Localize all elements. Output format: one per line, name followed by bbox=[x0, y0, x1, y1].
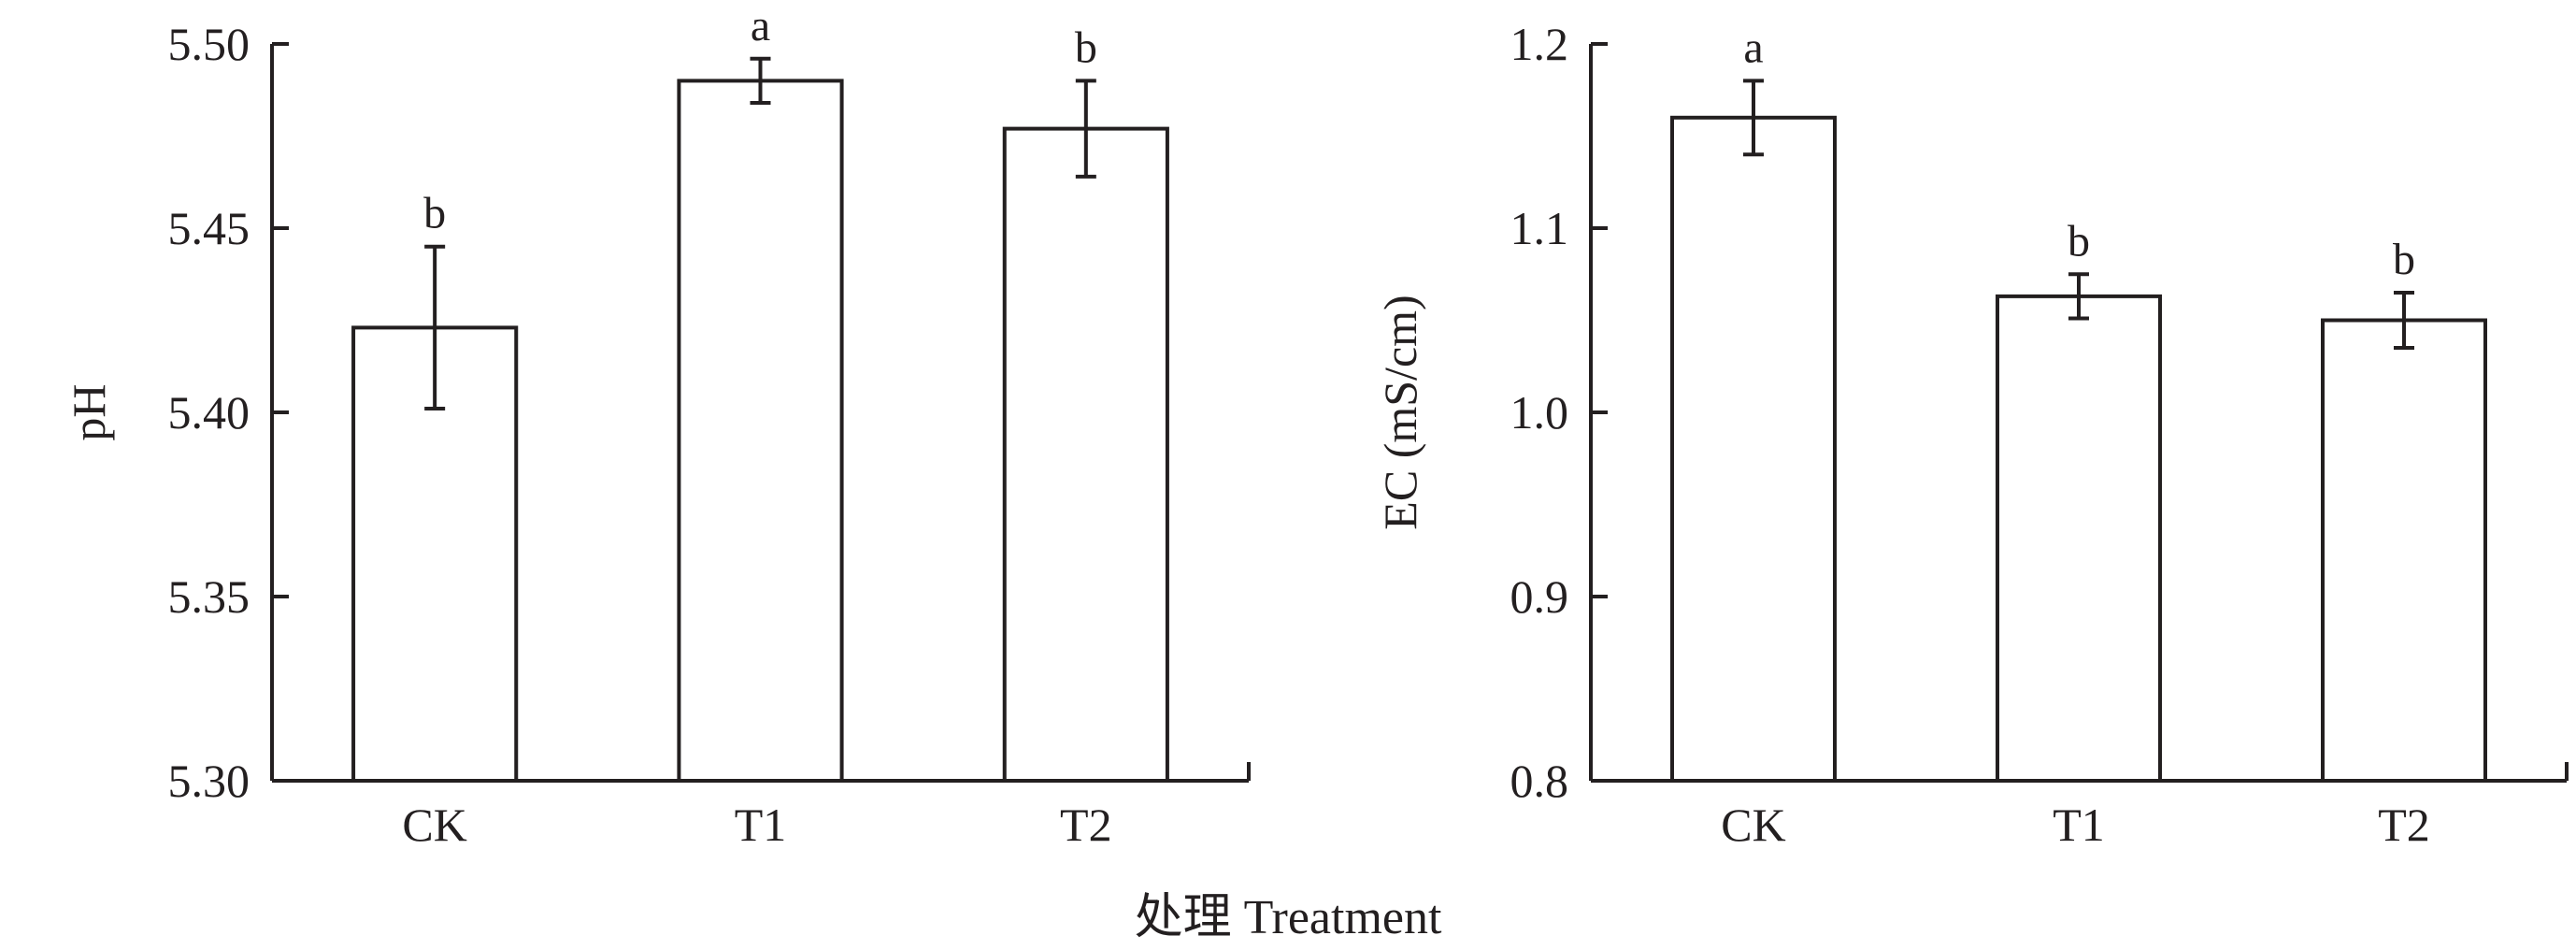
ec-y-tick-label: 0.8 bbox=[1510, 755, 1569, 807]
ph-y-tick-label: 5.35 bbox=[168, 570, 250, 623]
ph-bar-t2 bbox=[1002, 126, 1169, 783]
ec-y-tick-label: 1.2 bbox=[1510, 18, 1569, 70]
ec-y-tick-label: 1.1 bbox=[1510, 202, 1569, 254]
ph-y-axis-title: pH bbox=[63, 383, 115, 440]
ph-category-label: T1 bbox=[735, 799, 787, 851]
ph-category-label: T2 bbox=[1060, 799, 1112, 851]
ec-bar-ck bbox=[1670, 115, 1837, 784]
ec-category-label: T1 bbox=[2053, 799, 2105, 851]
ec-bar-t1 bbox=[1996, 294, 2162, 783]
ec-y-tick-label: 0.9 bbox=[1510, 570, 1569, 623]
ec-y-axis-title: EC (mS/cm) bbox=[1374, 295, 1426, 529]
ph-y-tick-label: 5.45 bbox=[168, 202, 250, 254]
ec-bar-t2 bbox=[2321, 318, 2487, 783]
ec-category-label: T2 bbox=[2378, 799, 2430, 851]
ec-significance-label: b bbox=[2393, 235, 2415, 284]
shared-x-axis-title: 处理 Treatment bbox=[1135, 891, 1442, 944]
ph-significance-label: a bbox=[751, 1, 770, 50]
ec-significance-label: b bbox=[2068, 216, 2090, 266]
ec-chart-panel: 0.8 0.9 1.0 1.1 1.2 EC (mS/cm) a CK b T1 b T2 bbox=[1374, 18, 2569, 851]
ec-category-label: CK bbox=[1721, 799, 1785, 851]
ph-chart-panel: 5.30 5.35 5.40 5.45 5.50 pH b CK a T1 b T2 bbox=[63, 1, 1251, 851]
ph-y-tick-label: 5.30 bbox=[168, 755, 250, 807]
ph-significance-label: b bbox=[1075, 22, 1097, 72]
ec-significance-label: a bbox=[1743, 22, 1763, 72]
ph-category-label: CK bbox=[402, 799, 466, 851]
ph-bar-t1 bbox=[677, 79, 844, 783]
ph-significance-label: b bbox=[423, 189, 446, 238]
ec-y-tick-label: 1.0 bbox=[1510, 386, 1569, 439]
ph-y-tick-label: 5.40 bbox=[168, 386, 250, 439]
ph-y-tick-label: 5.50 bbox=[168, 18, 250, 70]
